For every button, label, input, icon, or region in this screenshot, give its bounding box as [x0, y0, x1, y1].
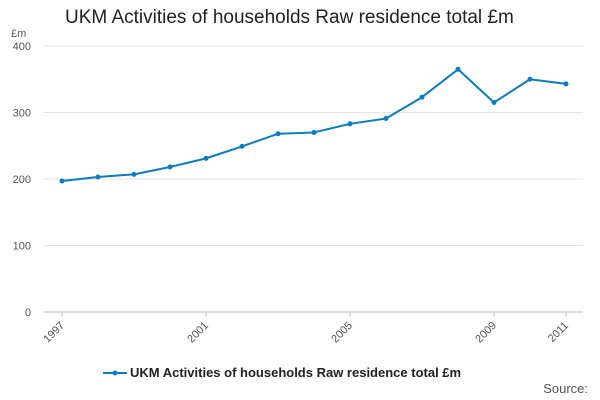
data-point[interactable]: [491, 100, 497, 106]
chart-title: UKM Activities of households Raw residen…: [65, 7, 514, 28]
x-tick-label: 2011: [546, 320, 571, 345]
data-point[interactable]: [131, 171, 137, 177]
legend[interactable]: UKM Activities of households Raw residen…: [103, 365, 461, 380]
y-axis-unit-label: £m: [11, 28, 26, 40]
data-point[interactable]: [275, 131, 281, 137]
data-point[interactable]: [455, 66, 461, 72]
series-group: [59, 66, 569, 184]
data-point[interactable]: [347, 121, 353, 127]
y-tick-label: 100: [13, 241, 31, 253]
legend-label: UKM Activities of households Raw residen…: [130, 365, 462, 380]
source-label: Source:: [543, 381, 588, 396]
data-point[interactable]: [563, 81, 569, 87]
data-point[interactable]: [59, 178, 65, 184]
data-point[interactable]: [311, 129, 317, 135]
data-point[interactable]: [383, 115, 389, 121]
data-point[interactable]: [527, 76, 533, 82]
x-tick-label: 1997: [41, 320, 67, 346]
series-line: [61, 68, 567, 182]
data-point[interactable]: [239, 143, 245, 149]
gridlines: [44, 45, 583, 313]
y-tick-label: 0: [25, 307, 31, 319]
x-tick-label: 2001: [185, 320, 211, 346]
x-axis: 1997 2001 2005 2009 2011: [41, 312, 571, 345]
y-axis-ticks: 0 100 200 300 400: [13, 41, 31, 319]
data-point[interactable]: [95, 174, 101, 180]
x-tick-label: 2005: [329, 320, 355, 346]
y-tick-label: 200: [13, 174, 31, 186]
y-tick-label: 300: [13, 108, 31, 120]
data-point[interactable]: [419, 94, 425, 100]
y-tick-label: 400: [13, 41, 31, 53]
data-point[interactable]: [167, 164, 173, 170]
legend-swatch-icon: [103, 370, 127, 375]
data-point[interactable]: [203, 155, 209, 161]
x-tick-label: 2009: [473, 320, 499, 346]
